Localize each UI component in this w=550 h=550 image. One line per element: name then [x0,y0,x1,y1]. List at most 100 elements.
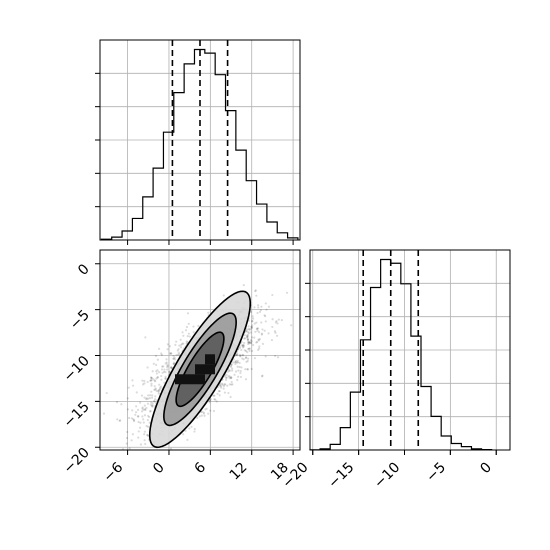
scatter-sample-point [219,385,223,388]
scatter-sample-point [254,289,257,292]
scatter-sample-point [233,361,237,364]
scatter-sample-point [183,458,185,460]
histogram-param-2: −20 −15 −10 −5 0 [279,249,511,492]
scatter-sample-point [253,357,257,360]
scatter-sample-point [126,408,129,411]
hist2-xtick-label: 0 [477,460,495,478]
scatter-sample-point [273,330,277,333]
scatter-sample-point [157,390,160,393]
scatter-sample-point [155,377,158,380]
scatter-sample-point [274,331,277,334]
scatter-sample-point [212,409,216,413]
scatter-sample-point [216,392,219,395]
scatter-sample-point [187,332,190,335]
scatter-sample-point [228,376,231,380]
scatter-xtick-label: −6 [101,459,127,485]
scatter-sample-point [154,395,157,398]
scatter-sample-point [254,330,257,333]
scatter-sample-point [247,325,250,328]
scatter-sample-point [144,408,147,412]
scatter-ytick-label: 0 [75,261,93,279]
scatter-sample-point [274,321,277,324]
scatter-sample-point [185,342,188,345]
scatter-ytick-label: −15 [61,399,93,431]
scatter-sample-point [141,406,144,409]
scatter-sample-point [132,418,136,422]
scatter-sample-point [244,378,248,381]
scatter-sample-point [146,434,149,437]
scatter-sample-point [241,353,244,356]
hist2-xtick-label: −5 [423,460,449,486]
scatter-sample-point [166,364,169,368]
scatter-sample-point [149,376,153,379]
scatter-sample-point [198,415,201,418]
scatter-sample-point [149,403,152,406]
scatter-sample-point [274,354,277,358]
scatter-sample-point [228,369,231,372]
scatter-sample-point [256,311,259,315]
scatter-sample-point [140,394,144,397]
scatter-sample-point [261,328,264,331]
scatter-sample-point [264,315,267,318]
scatter-sample-point [247,341,250,344]
scatter-sample-point [151,394,154,397]
scatter-sample-point [258,347,261,350]
scatter-sample-point [223,391,227,394]
scatter-xtick-label: 0 [150,460,168,478]
scatter-sample-point [164,371,167,374]
scatter-sample-point [236,361,239,364]
scatter-sample-point [226,370,230,373]
scatter-sample-point [128,447,131,450]
scatter-sample-point [265,308,268,311]
scatter-sample-point [247,342,250,346]
scatter-sample-point [231,367,234,370]
scatter-sample-point [275,334,279,337]
scatter-sample-point [237,375,240,378]
scatter-sample-point [263,329,266,332]
scatter-sample-point [258,331,261,334]
scatter-sample-point [250,325,253,329]
scatter-sample-point [164,375,167,378]
scatter-sample-point [149,379,153,382]
scatter-sample-point [157,371,161,374]
scatter-sample-point [242,358,245,361]
scatter-sample-point [244,349,248,353]
scatter-sample-point [188,335,191,338]
scatter-sample-point [140,410,144,413]
scatter-sample-point [261,342,265,345]
scatter-sample-point [222,387,225,390]
scatter-sample-point [151,405,154,408]
scatter-sample-point [115,401,119,404]
density-contour-3 [175,331,225,408]
scatter-sample-point [241,346,245,349]
scatter-sample-point [147,397,150,400]
scatter-sample-point [181,342,184,345]
scatter-sample-point [258,345,261,348]
scatter-sample-point [234,370,238,373]
scatter-sample-point [230,376,233,379]
scatter-sample-point [144,442,147,446]
scatter-ytick-label: −20 [61,445,93,477]
scatter-sample-point [154,354,158,357]
scatter-sample-point [162,365,165,368]
scatter-sample-point [144,407,147,411]
scatter-sample-point [188,427,191,430]
scatter-sample-point [245,328,249,331]
scatter-sample-point [144,336,147,339]
scatter-sample-point [245,335,249,338]
scatter-sample-point [141,415,144,418]
scatter-sample-point [290,324,293,327]
scatter-sample-point [154,388,157,391]
scatter-sample-point [247,327,250,330]
scatter-sample-point [134,411,138,414]
scatter-sample-point [233,373,236,376]
scatter-sample-point [166,348,169,351]
scatter-sample-point [137,430,140,433]
scatter-sample-point [178,353,181,356]
scatter-ytick-label: −10 [61,353,93,385]
scatter-sample-point [231,383,234,386]
scatter-sample-point [150,382,153,385]
scatter-sample-point [125,436,129,440]
scatter-sample-point [196,416,199,419]
scatter-sample-point [213,394,216,397]
